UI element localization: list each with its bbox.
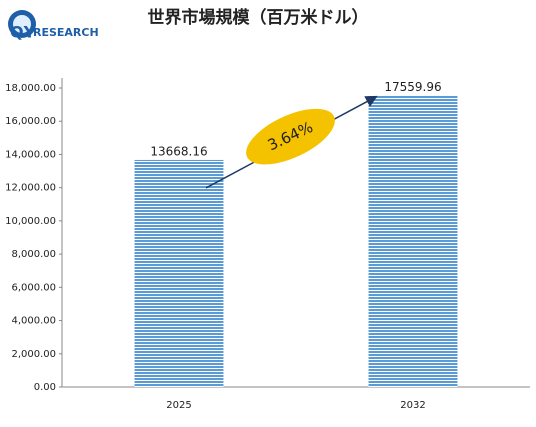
logo-text: RESEARCH bbox=[33, 26, 99, 39]
y-tick-label: 2,000.00 bbox=[11, 349, 56, 360]
y-tick-label: 4,000.00 bbox=[11, 316, 56, 327]
chart-title: 世界市場規模（百万米ドル） bbox=[148, 7, 369, 28]
y-tick-label: 12,000.00 bbox=[5, 183, 56, 194]
annotation: 3.64% bbox=[246, 108, 335, 165]
value-label: 13668.16 bbox=[150, 144, 207, 158]
y-tick-label: 18,000.00 bbox=[5, 83, 56, 94]
y-tick-label: 6,000.00 bbox=[11, 282, 56, 293]
y-tick-label: 16,000.00 bbox=[5, 116, 56, 127]
logo: QY RESEARCH bbox=[8, 10, 99, 42]
logo-icon-inner bbox=[13, 15, 31, 33]
x-tick-label: 2032 bbox=[400, 400, 425, 411]
annotation-bubble bbox=[246, 108, 335, 165]
logo-mark: QY bbox=[10, 23, 36, 42]
y-tick-label: 8,000.00 bbox=[11, 249, 56, 260]
value-label: 17559.96 bbox=[384, 80, 441, 94]
y-tick-label: 10,000.00 bbox=[5, 216, 56, 227]
bar bbox=[368, 95, 458, 387]
bar bbox=[134, 159, 224, 387]
y-tick-label: 14,000.00 bbox=[5, 149, 56, 160]
y-tick-label: 0.00 bbox=[34, 382, 56, 393]
x-tick-label: 2025 bbox=[166, 400, 191, 411]
